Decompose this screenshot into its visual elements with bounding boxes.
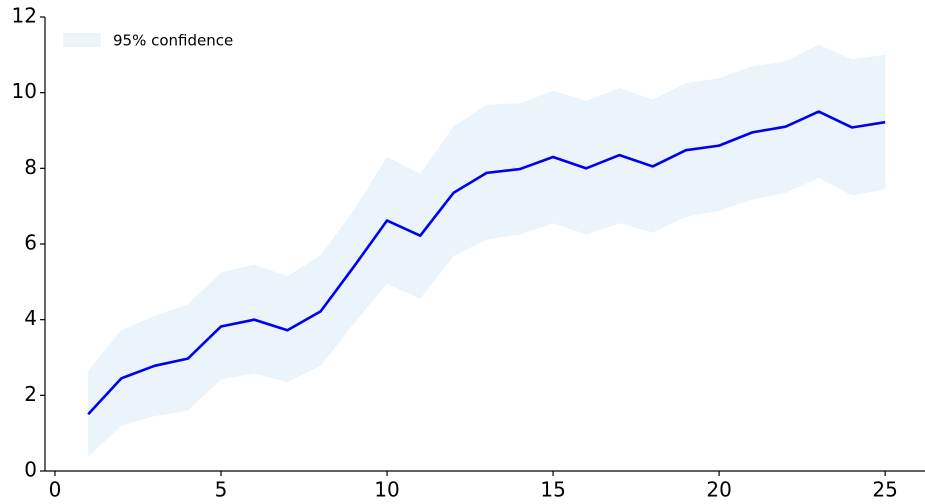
x-tick-label: 0	[49, 478, 62, 502]
y-tick-label: 12	[12, 4, 37, 28]
confidence-band	[88, 44, 886, 457]
x-tick-label: 25	[872, 478, 897, 502]
y-tick-label: 8	[24, 155, 37, 179]
y-tick-label: 2	[24, 382, 37, 406]
x-tick-label: 15	[540, 478, 565, 502]
y-tick-label: 10	[12, 79, 37, 103]
legend-swatch	[63, 33, 101, 47]
y-tick-label: 6	[24, 231, 37, 255]
line	[87, 110, 886, 416]
y-tick-label: 4	[24, 306, 37, 330]
x-tick-label: 20	[706, 478, 731, 502]
x-tick-label: 5	[215, 478, 228, 502]
legend-label: 95% confidence	[113, 32, 233, 50]
y-tick-label: 0	[24, 458, 37, 482]
x-tick-label: 10	[374, 478, 399, 502]
